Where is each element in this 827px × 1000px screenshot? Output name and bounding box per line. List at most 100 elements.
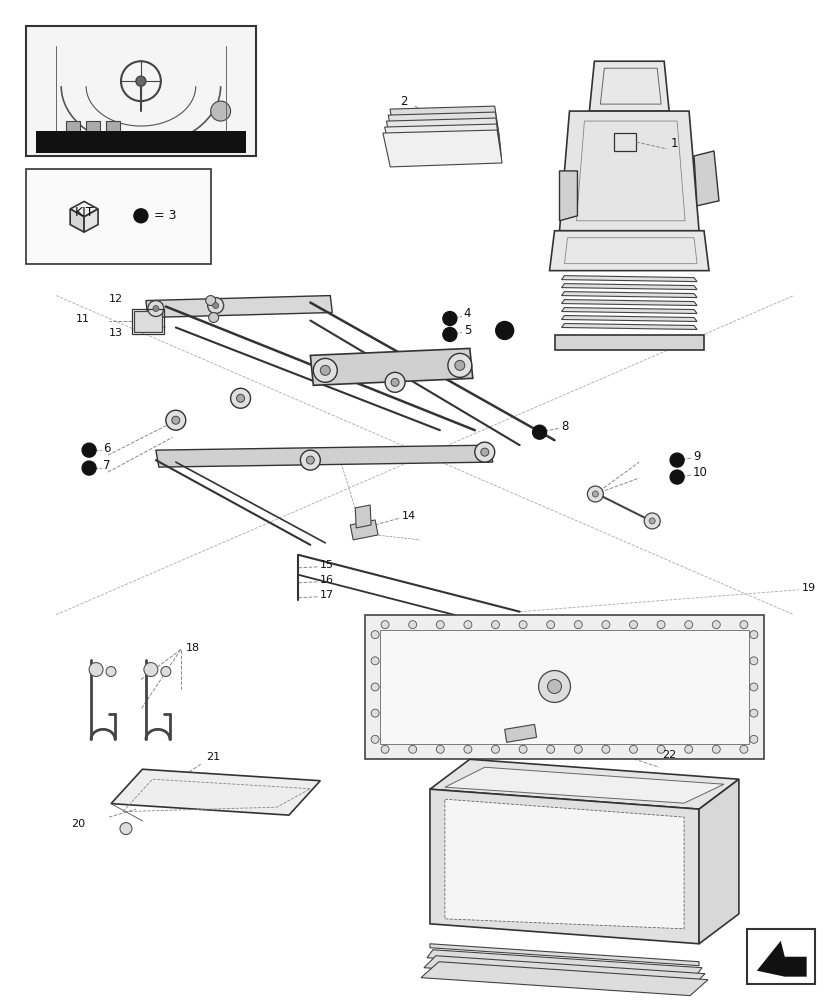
- Polygon shape: [756, 941, 805, 977]
- Circle shape: [574, 745, 581, 753]
- Circle shape: [208, 313, 218, 322]
- Polygon shape: [388, 112, 500, 149]
- Polygon shape: [561, 308, 696, 314]
- Circle shape: [657, 621, 664, 629]
- Circle shape: [82, 461, 96, 475]
- Circle shape: [519, 745, 527, 753]
- Polygon shape: [561, 316, 696, 321]
- Bar: [380, 630, 748, 744]
- Text: 18: 18: [185, 643, 199, 653]
- Circle shape: [538, 671, 570, 702]
- Circle shape: [749, 657, 757, 665]
- Text: 4: 4: [463, 307, 471, 320]
- Circle shape: [134, 209, 148, 223]
- Polygon shape: [420, 962, 707, 996]
- Circle shape: [385, 372, 404, 392]
- Circle shape: [480, 448, 488, 456]
- Circle shape: [165, 410, 185, 430]
- Circle shape: [380, 621, 389, 629]
- Circle shape: [89, 663, 103, 677]
- Circle shape: [390, 378, 399, 386]
- Circle shape: [148, 301, 164, 317]
- Circle shape: [442, 312, 457, 325]
- Polygon shape: [382, 130, 501, 167]
- Circle shape: [370, 657, 379, 665]
- Text: 13: 13: [109, 328, 123, 338]
- Circle shape: [409, 621, 416, 629]
- Bar: [746, 929, 814, 984]
- Circle shape: [711, 745, 719, 753]
- Circle shape: [749, 735, 757, 743]
- Circle shape: [591, 491, 598, 497]
- Text: 7: 7: [103, 459, 111, 472]
- Polygon shape: [698, 779, 738, 944]
- Circle shape: [739, 745, 747, 753]
- Polygon shape: [70, 201, 98, 217]
- Bar: [365, 615, 762, 759]
- Text: 10: 10: [692, 466, 707, 479]
- Circle shape: [495, 321, 513, 339]
- Polygon shape: [429, 944, 698, 966]
- Polygon shape: [561, 323, 696, 329]
- Circle shape: [208, 298, 223, 314]
- Circle shape: [463, 745, 471, 753]
- Text: 5: 5: [463, 324, 471, 337]
- Circle shape: [491, 621, 499, 629]
- Circle shape: [749, 683, 757, 691]
- Text: 1: 1: [671, 137, 678, 150]
- Polygon shape: [84, 209, 98, 232]
- Text: KIT: KIT: [74, 206, 93, 219]
- Polygon shape: [561, 292, 696, 298]
- Bar: [134, 311, 161, 332]
- Text: 19: 19: [801, 583, 815, 593]
- Polygon shape: [444, 767, 723, 803]
- Circle shape: [213, 303, 218, 309]
- Circle shape: [601, 621, 609, 629]
- Circle shape: [629, 621, 637, 629]
- Text: 12: 12: [109, 294, 123, 304]
- Circle shape: [711, 621, 719, 629]
- Polygon shape: [350, 520, 378, 540]
- Text: 6: 6: [103, 442, 111, 455]
- Polygon shape: [111, 769, 320, 815]
- Bar: [131, 309, 164, 334]
- Polygon shape: [549, 231, 708, 271]
- Circle shape: [643, 513, 659, 529]
- Circle shape: [205, 296, 215, 306]
- Polygon shape: [561, 300, 696, 306]
- Bar: [106, 121, 120, 143]
- Circle shape: [447, 353, 471, 377]
- Circle shape: [601, 745, 609, 753]
- Circle shape: [436, 621, 444, 629]
- Circle shape: [306, 456, 314, 464]
- Circle shape: [491, 745, 499, 753]
- Polygon shape: [559, 111, 698, 231]
- Polygon shape: [146, 296, 332, 318]
- Circle shape: [684, 621, 692, 629]
- Circle shape: [586, 486, 603, 502]
- Circle shape: [237, 394, 244, 402]
- Circle shape: [657, 745, 664, 753]
- Polygon shape: [429, 789, 698, 944]
- Polygon shape: [561, 276, 696, 282]
- Bar: [36, 131, 246, 153]
- Circle shape: [669, 470, 683, 484]
- Circle shape: [454, 360, 464, 370]
- Polygon shape: [385, 124, 501, 161]
- Polygon shape: [155, 445, 492, 467]
- Circle shape: [474, 442, 494, 462]
- Bar: [26, 169, 210, 264]
- Bar: [614, 133, 635, 151]
- Polygon shape: [589, 61, 668, 111]
- Text: 22: 22: [662, 750, 676, 760]
- Polygon shape: [427, 950, 701, 976]
- Bar: [86, 121, 100, 143]
- Circle shape: [380, 745, 389, 753]
- Bar: [26, 26, 256, 156]
- Text: 2: 2: [399, 95, 407, 108]
- Polygon shape: [561, 284, 696, 290]
- Circle shape: [574, 621, 581, 629]
- Circle shape: [370, 709, 379, 717]
- Text: = 3: = 3: [154, 209, 176, 222]
- Circle shape: [370, 631, 379, 639]
